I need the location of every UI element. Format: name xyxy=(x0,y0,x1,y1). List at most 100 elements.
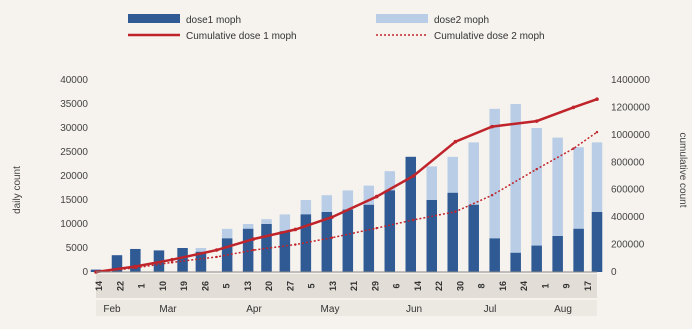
legend-label: dose2 moph xyxy=(434,15,489,26)
x-tick-label: 24 xyxy=(519,281,529,291)
left-tick-label: 30000 xyxy=(60,123,88,134)
x-tick-label: 6 xyxy=(392,283,402,288)
right-tick-label: 1400000 xyxy=(611,75,650,86)
point-cumulative-dose1 xyxy=(490,124,494,129)
legend: dose1 moph dose2 moph Cumulative dose 1 mo… xyxy=(128,14,545,42)
point-cumulative-dose2 xyxy=(252,248,255,252)
month-label: May xyxy=(321,304,340,315)
x-tick-label: 19 xyxy=(179,281,189,291)
left-y-axis: 0 5000 10000 15000 20000 25000 30000 35000 40000 xyxy=(60,75,88,278)
right-tick-label: 0 xyxy=(611,267,617,278)
x-tick-label: 22 xyxy=(434,281,444,291)
x-tick-label: 5 xyxy=(307,283,317,288)
point-cumulative-dose1 xyxy=(170,257,174,262)
line-cumulative-dose2 xyxy=(95,131,598,273)
right-y-axis: 0 200000 400000 600000 800000 1000000 1200000 1… xyxy=(611,75,650,278)
x-tick-label: 20 xyxy=(264,281,274,291)
left-tick-label: 35000 xyxy=(60,99,88,110)
month-label: Feb xyxy=(103,304,121,315)
bar-dose1 xyxy=(552,236,563,272)
point-cumulative-dose1 xyxy=(214,248,219,252)
bar-dose1 xyxy=(384,190,396,272)
bar-dose1 xyxy=(300,214,312,272)
x-axis: 14 22 1 10 19 26 5 13 20 27 5 13 21 29 6 14 22 30 8 16 24 1 9 1… xyxy=(94,271,597,316)
lines-layer xyxy=(94,97,599,274)
legend-swatch xyxy=(128,14,180,23)
bar-dose2 xyxy=(573,147,584,272)
x-tick-label: 29 xyxy=(370,281,380,291)
x-tick-label: 13 xyxy=(328,281,338,291)
x-tick-label: 14 xyxy=(94,281,104,291)
x-tick-label: 21 xyxy=(349,281,359,291)
x-tick-label: 27 xyxy=(285,281,295,291)
month-label: Jul xyxy=(484,304,497,315)
x-tick-label: 30 xyxy=(455,281,465,291)
point-cumulative-dose1 xyxy=(595,97,599,101)
bars-layer xyxy=(90,104,603,272)
x-tick-label: 17 xyxy=(583,281,593,291)
bar-dose1 xyxy=(363,204,375,272)
x-tick-label: 8 xyxy=(477,283,487,288)
month-label: Aug xyxy=(554,304,572,315)
left-tick-label: 5000 xyxy=(66,243,89,254)
month-row: Feb Mar Apr May Jun Jul Aug xyxy=(96,300,597,316)
x-tick-label: 26 xyxy=(200,281,210,291)
x-tick-label: 1 xyxy=(137,283,147,288)
month-label: Apr xyxy=(246,304,262,315)
point-cumulative-dose2 xyxy=(490,194,494,197)
point-cumulative-dose1 xyxy=(411,174,416,178)
bar-dose2 xyxy=(552,137,563,272)
x-tick-label: 16 xyxy=(498,281,508,291)
point-cumulative-dose2 xyxy=(595,130,599,134)
left-tick-label: 10000 xyxy=(60,219,88,230)
legend-swatch xyxy=(376,14,428,23)
point-cumulative-dose1 xyxy=(534,119,539,123)
bar-dose1 xyxy=(195,251,207,272)
legend-label: Cumulative dose 2 moph xyxy=(434,31,545,42)
point-cumulative-dose1 xyxy=(571,105,576,110)
bar-dose1 xyxy=(177,248,188,272)
month-band xyxy=(96,300,597,316)
point-cumulative-dose2 xyxy=(535,167,538,171)
bar-dose1 xyxy=(573,228,584,272)
x-tick-label: 10 xyxy=(158,281,168,291)
bar-dose2 xyxy=(591,142,603,272)
x-tick-label: 1 xyxy=(541,283,551,288)
point-cumulative-dose1 xyxy=(251,237,256,241)
bar-dose1 xyxy=(405,156,417,272)
right-tick-label: 1000000 xyxy=(611,130,650,141)
x-tick-label: 14 xyxy=(413,281,423,291)
left-tick-label: 20000 xyxy=(60,171,88,182)
legend-label: Cumulative dose 1 moph xyxy=(186,31,297,42)
point-cumulative-dose1 xyxy=(453,139,458,144)
right-tick-label: 200000 xyxy=(611,240,645,251)
point-cumulative-dose2 xyxy=(375,226,378,230)
line-cumulative-dose1 xyxy=(95,98,598,274)
left-tick-label: 15000 xyxy=(60,195,88,206)
bar-dose1 xyxy=(321,212,333,272)
bar-dose2 xyxy=(531,128,542,272)
y-axis-label-left: daily count xyxy=(12,166,23,214)
bar-dose1 xyxy=(531,245,542,272)
point-cumulative-dose1 xyxy=(293,227,298,232)
point-cumulative-dose2 xyxy=(572,147,575,150)
bar-dose1 xyxy=(342,209,354,272)
point-cumulative-dose2 xyxy=(412,218,415,222)
bar-dose2 xyxy=(510,104,521,272)
x-tick-label: 13 xyxy=(243,281,253,291)
bar-dose1 xyxy=(130,248,141,272)
left-tick-label: 40000 xyxy=(60,75,88,86)
bar-dose1 xyxy=(426,200,437,272)
point-cumulative-dose2 xyxy=(134,266,137,270)
left-tick-label: 0 xyxy=(82,267,88,278)
bar-dose1 xyxy=(591,212,603,272)
point-cumulative-dose2 xyxy=(215,255,218,259)
bar-dose2 xyxy=(489,108,500,272)
point-cumulative-dose2 xyxy=(454,210,457,213)
x-tick-label: 9 xyxy=(562,283,572,288)
bar-dose1 xyxy=(468,204,479,272)
point-cumulative-dose2 xyxy=(330,236,334,239)
right-tick-label: 600000 xyxy=(611,185,645,196)
right-tick-label: 400000 xyxy=(611,212,645,223)
